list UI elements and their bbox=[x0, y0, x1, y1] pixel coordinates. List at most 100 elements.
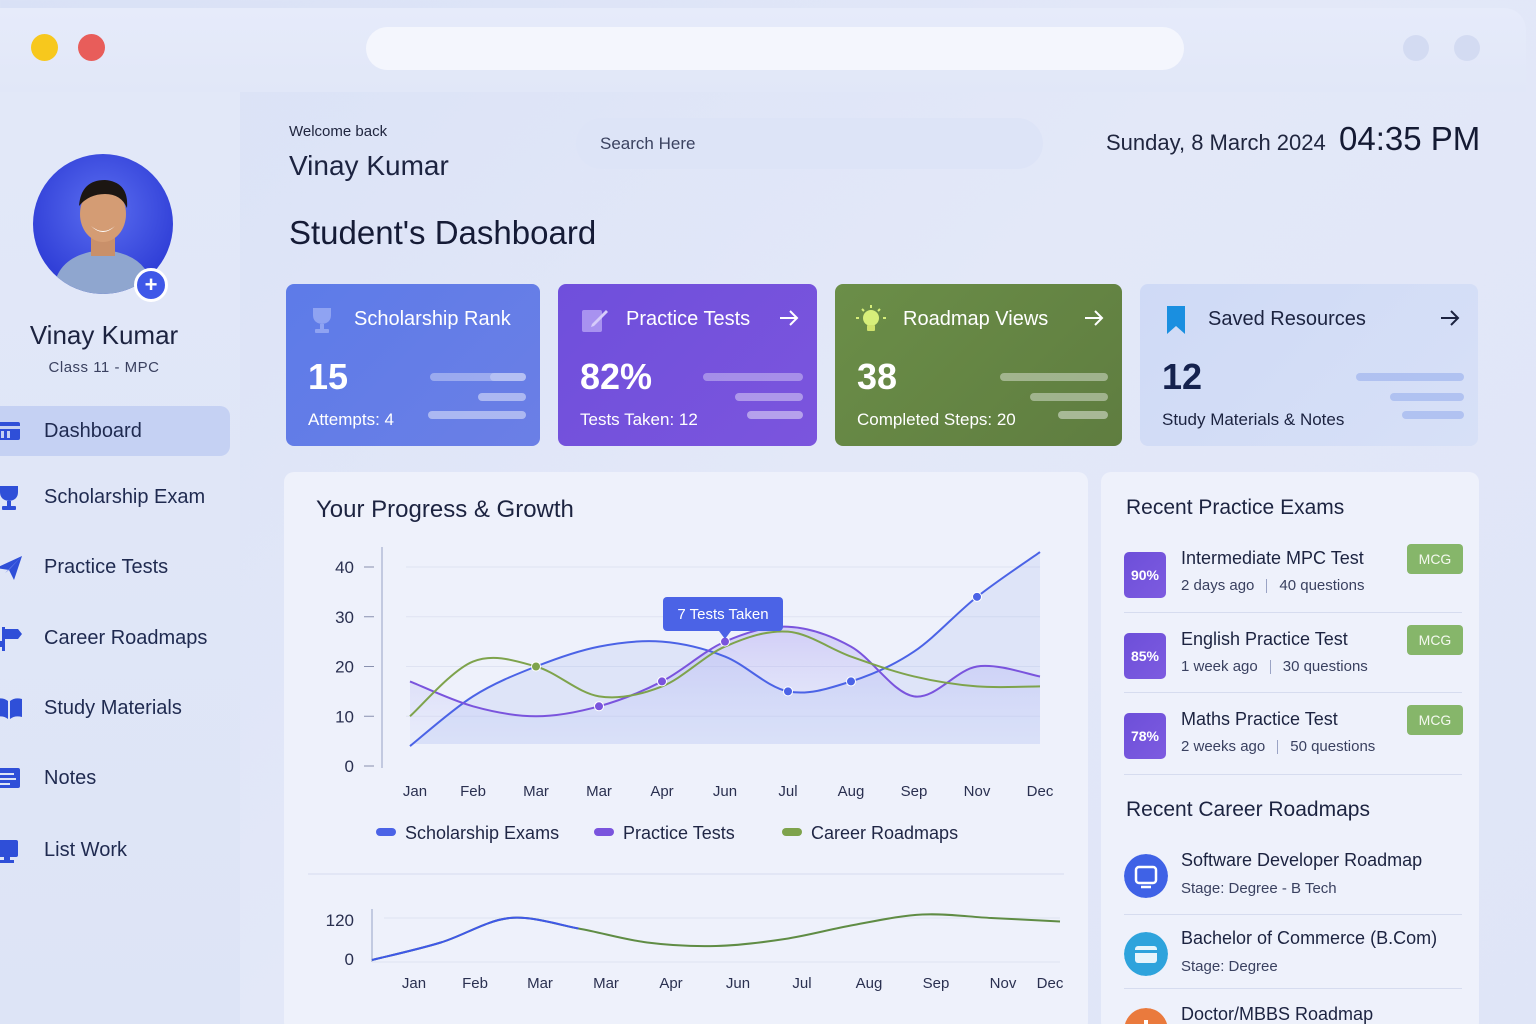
add-photo-button[interactable]: + bbox=[134, 268, 168, 302]
minimize-button[interactable] bbox=[31, 34, 58, 61]
page-title: Student's Dashboard bbox=[289, 214, 597, 251]
sidebar-item-label: Dashboard bbox=[44, 419, 142, 442]
window-control-circle[interactable] bbox=[1403, 35, 1429, 61]
sidebar-item-label: Notes bbox=[44, 766, 97, 789]
card-subtitle: Attempts: 4 bbox=[308, 410, 394, 429]
sidebar-item-list-work[interactable]: List Work bbox=[0, 825, 230, 875]
card-decoration bbox=[703, 373, 803, 423]
card-subtitle: Study Materials & Notes bbox=[1162, 410, 1345, 429]
arrow-right-icon[interactable] bbox=[777, 306, 801, 330]
data-point bbox=[531, 661, 541, 672]
scholarship-area bbox=[410, 552, 1040, 747]
exam-tag: MCG bbox=[1407, 625, 1463, 655]
signpost-icon bbox=[0, 627, 22, 651]
card-title: Scholarship Rank bbox=[354, 308, 511, 330]
address-bar[interactable] bbox=[366, 27, 1184, 70]
roadmap-item[interactable]: Software Developer Roadmap Stage: Degree… bbox=[1124, 846, 1462, 916]
welcome-text: Welcome back bbox=[289, 123, 388, 140]
trophy-icon bbox=[0, 486, 18, 510]
legend-label: Career Roadmaps bbox=[811, 823, 958, 843]
sidebar-item-practice-tests[interactable]: Practice Tests bbox=[0, 542, 230, 592]
roadmap-title: Software Developer Roadmap bbox=[1181, 850, 1423, 870]
exam-item[interactable]: 85% English Practice Test 1 week ago 30 q… bbox=[1124, 625, 1463, 699]
x-tick-label: Jun bbox=[713, 783, 737, 800]
x-tick-label: Jan bbox=[403, 783, 427, 800]
code-icon bbox=[1124, 854, 1168, 898]
x-tick-label: Feb bbox=[460, 783, 486, 800]
exam-meta: 1 week ago 30 questions bbox=[1181, 658, 1368, 675]
sidebar-item-notes[interactable]: Notes bbox=[0, 753, 230, 803]
sidebar-item-label: List Work bbox=[44, 838, 127, 861]
roadmap-item[interactable]: Bachelor of Commerce (B.Com) Stage: Degr… bbox=[1124, 924, 1462, 994]
card-value: 12 bbox=[1162, 356, 1203, 397]
medical-icon bbox=[1124, 1008, 1168, 1024]
data-point bbox=[594, 701, 604, 712]
roadmap-stage: Stage: Degree - B Tech bbox=[1181, 880, 1337, 897]
sidebar-item-label: Practice Tests bbox=[44, 555, 169, 578]
y-tick-label: 40 bbox=[335, 558, 354, 577]
close-button[interactable] bbox=[78, 34, 105, 61]
x-tick-label: Jul bbox=[778, 783, 797, 800]
exam-title: Maths Practice Test bbox=[1181, 709, 1338, 729]
card-practice-tests[interactable]: Practice Tests 82% Tests Taken: 12 bbox=[558, 284, 817, 446]
arrow-right-icon[interactable] bbox=[1438, 306, 1462, 330]
profile-class: Class 11 - MPC bbox=[48, 359, 160, 376]
exam-questions: 40 questions bbox=[1279, 577, 1365, 594]
sidebar-item-scholarship-exam[interactable]: Scholarship Exam bbox=[0, 472, 230, 522]
mini-x-tick-label: Mar bbox=[593, 975, 619, 992]
data-point bbox=[846, 676, 856, 687]
current-time: 04:35 PM bbox=[1339, 120, 1481, 157]
sidebar-item-study-materials[interactable]: Study Materials bbox=[0, 683, 230, 733]
mini-y-tick-label: 0 bbox=[345, 950, 354, 969]
edit-icon bbox=[582, 310, 608, 332]
roadmap-item[interactable]: Doctor/MBBS Roadmap bbox=[1124, 1000, 1462, 1024]
tooltip-text: 7 Tests Taken bbox=[677, 606, 768, 623]
progress-chart: 0 10 20 30 40 Jan Feb Mar Mar Apr Jun Jul Aug Sep Nov D… bbox=[308, 547, 1064, 992]
roadmap-stage: Stage: Degree bbox=[1181, 958, 1278, 975]
recent-roadmaps-title: Recent Career Roadmaps bbox=[1126, 798, 1370, 821]
exam-score-badge: 90% bbox=[1124, 552, 1166, 598]
exam-when: 1 week ago bbox=[1181, 658, 1258, 675]
profile-name: Vinay Kumar bbox=[29, 320, 179, 350]
sidebar: + Vinay Kumar Class 11 - MPC Dashboard S… bbox=[0, 92, 240, 1024]
mini-x-tick-label: Jul bbox=[792, 975, 811, 992]
exam-tag: MCG bbox=[1407, 544, 1463, 574]
card-saved-resources[interactable]: Saved Resources 12 Study Materials & Not… bbox=[1140, 284, 1478, 446]
card-decoration bbox=[426, 373, 526, 423]
mini-x-tick-label: Mar bbox=[527, 975, 553, 992]
card-scholarship-rank[interactable]: Scholarship Rank 15 Attempts: 4 bbox=[286, 284, 540, 446]
exam-item[interactable]: 78% Maths Practice Test 2 weeks ago 50 qu… bbox=[1124, 705, 1463, 779]
avatar-portrait-icon bbox=[53, 180, 153, 294]
search-input[interactable] bbox=[576, 118, 1043, 169]
practice-tests-area bbox=[410, 626, 1040, 744]
exam-score-badge: 85% bbox=[1124, 633, 1166, 679]
mini-x-tick-label: Sep bbox=[923, 975, 950, 992]
card-value: 38 bbox=[857, 356, 898, 397]
sidebar-item-career-roadmaps[interactable]: Career Roadmaps bbox=[0, 613, 230, 663]
arrow-right-icon[interactable] bbox=[1082, 306, 1106, 330]
x-tick-label: Dec bbox=[1027, 783, 1054, 800]
window-titlebar bbox=[0, 8, 1526, 92]
series-line-0 bbox=[409, 551, 1041, 747]
x-tick-label: Mar bbox=[523, 783, 549, 800]
x-tick-label: Apr bbox=[650, 783, 673, 800]
window-control-circle[interactable] bbox=[1454, 35, 1480, 61]
sidebar-item-dashboard[interactable]: Dashboard bbox=[0, 406, 230, 456]
card-title: Practice Tests bbox=[626, 308, 751, 330]
card-value: 82% bbox=[580, 356, 653, 397]
card-roadmap-views[interactable]: Roadmap Views 38 Completed Steps: 20 bbox=[835, 284, 1122, 446]
recent-exams-title: Recent Practice Exams bbox=[1126, 496, 1345, 519]
lightbulb-icon bbox=[856, 305, 886, 331]
exam-questions: 30 questions bbox=[1282, 658, 1368, 675]
avatar[interactable] bbox=[33, 154, 173, 294]
legend-label: Practice Tests bbox=[623, 823, 735, 843]
divider bbox=[1124, 914, 1462, 915]
exam-item[interactable]: 90% Intermediate MPC Test 2 days ago 40 q… bbox=[1124, 544, 1463, 618]
roadmap-title: Doctor/MBBS Roadmap bbox=[1181, 1004, 1374, 1024]
recent-panel: Recent Practice Exams 90% Intermediate M… bbox=[1101, 472, 1479, 1024]
exam-meta: 2 days ago 40 questions bbox=[1181, 577, 1364, 594]
sidebar-item-label: Study Materials bbox=[44, 696, 182, 719]
x-tick-label: Sep bbox=[901, 783, 928, 800]
wallet-icon bbox=[1124, 932, 1168, 976]
mini-series-line-highlight bbox=[371, 916, 579, 961]
